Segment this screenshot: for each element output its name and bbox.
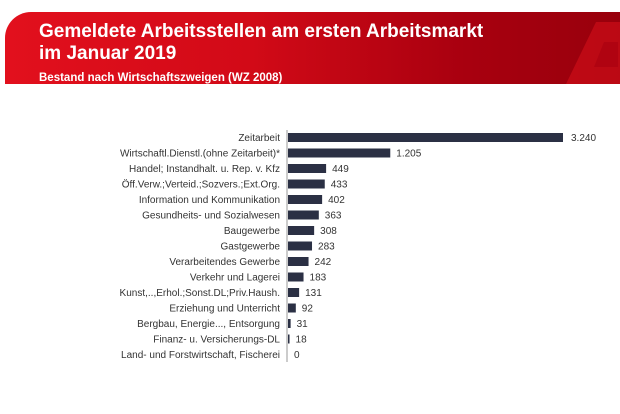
bar — [288, 334, 290, 344]
category-label: Verkehr und Lagerei — [190, 273, 280, 284]
data-label: 242 — [315, 257, 332, 268]
data-label: 183 — [310, 273, 327, 284]
chart-subtitle: Bestand nach Wirtschaftszweigen (WZ 2008… — [39, 72, 283, 84]
bar — [288, 148, 391, 158]
data-label: 0 — [294, 350, 300, 361]
category-label: Handel; Instandhalt. u. Rep. v. Kfz — [129, 164, 280, 175]
category-label: Bergbau, Energie..., Entsorgung — [137, 319, 280, 330]
bar — [288, 164, 327, 173]
data-label: 449 — [332, 164, 349, 175]
bar — [288, 257, 309, 266]
category-label: Gesundheits- und Sozialwesen — [142, 211, 280, 222]
data-label: 363 — [325, 211, 342, 222]
bar — [288, 179, 325, 189]
bar — [288, 303, 296, 313]
chart-title: Gemeldete Arbeitsstellen am ersten Arbei… — [39, 21, 483, 65]
header-band: Gemeldete Arbeitsstellen am ersten Arbei… — [5, 12, 620, 84]
category-label: Land- und Forstwirtschaft, Fischerei — [121, 350, 280, 361]
bar — [288, 133, 563, 142]
title-line-1: Gemeldete Arbeitsstellen am ersten Arbei… — [39, 21, 484, 42]
bar — [288, 319, 291, 328]
bar — [288, 195, 323, 204]
data-label: 283 — [318, 242, 335, 253]
bundesagentur-a-logo-icon — [566, 22, 620, 84]
bar — [288, 241, 313, 251]
category-label: Kunst,..,Erhol.;Sonst.DL;Priv.Haush. — [120, 288, 280, 299]
category-label: Zeitarbeit — [238, 133, 280, 144]
data-label: 92 — [302, 304, 314, 315]
bar — [288, 288, 300, 297]
bar — [288, 210, 319, 220]
title-line-2: im Januar 2019 — [39, 43, 177, 64]
data-label: 31 — [297, 319, 309, 330]
bar — [288, 226, 315, 235]
data-label: 402 — [328, 195, 345, 206]
data-label: 433 — [331, 180, 348, 191]
category-label: Information und Kommunikation — [139, 195, 280, 206]
category-label: Wirtschaftl.Dienstl.(ohne Zeitarbeit)* — [120, 149, 280, 160]
data-label: 1.205 — [396, 149, 421, 160]
category-label: Finanz- u. Versicherungs-DL — [153, 335, 280, 346]
bar — [288, 272, 304, 282]
data-label: 18 — [296, 335, 308, 346]
category-label: Baugewerbe — [224, 226, 281, 237]
category-label: Erziehung und Unterricht — [169, 304, 280, 315]
data-label: 3.240 — [571, 133, 596, 144]
category-label: Öff.Verw.;Verteid.;Sozvers.;Ext.Org. — [122, 179, 280, 191]
data-label: 131 — [305, 288, 322, 299]
category-label: Verarbeitendes Gewerbe — [169, 257, 280, 268]
category-label: Gastgewerbe — [221, 242, 281, 253]
data-label: 308 — [320, 226, 337, 237]
